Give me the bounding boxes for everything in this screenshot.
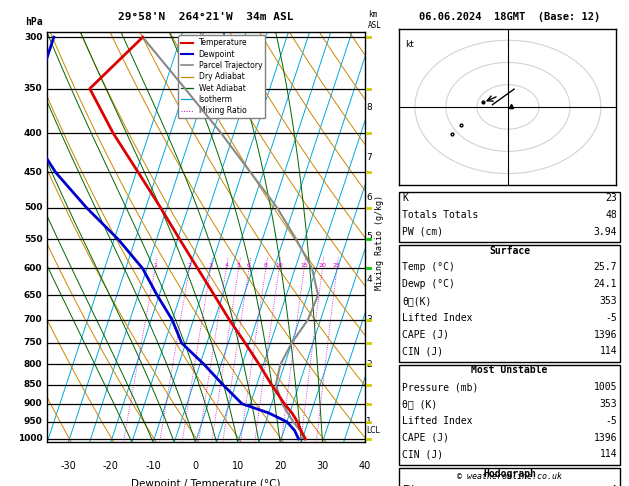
Text: 06.06.2024  18GMT  (Base: 12): 06.06.2024 18GMT (Base: 12) — [418, 12, 600, 22]
Text: 29°58'N  264°21'W  34m ASL: 29°58'N 264°21'W 34m ASL — [118, 12, 294, 22]
Text: km
ASL: km ASL — [368, 10, 382, 30]
Text: Mixing Ratio (g/kg): Mixing Ratio (g/kg) — [375, 195, 384, 291]
Text: 950: 950 — [24, 417, 42, 426]
Text: 1000: 1000 — [18, 434, 42, 443]
Text: 450: 450 — [24, 168, 42, 177]
Text: 4: 4 — [366, 275, 372, 284]
Text: CAPE (J): CAPE (J) — [402, 433, 449, 443]
Text: 3.94: 3.94 — [594, 227, 617, 237]
Text: θᴁ(K): θᴁ(K) — [402, 296, 431, 306]
Text: 25.7: 25.7 — [594, 262, 617, 273]
Text: 750: 750 — [24, 338, 42, 347]
Text: Pressure (mb): Pressure (mb) — [402, 382, 478, 392]
Text: 800: 800 — [24, 360, 42, 369]
Text: -20: -20 — [103, 461, 119, 471]
Text: 5: 5 — [366, 232, 372, 241]
Text: 1: 1 — [153, 263, 157, 268]
Text: 300: 300 — [24, 33, 42, 42]
Text: Dewp (°C): Dewp (°C) — [402, 279, 455, 289]
Text: CIN (J): CIN (J) — [402, 347, 443, 356]
Text: 353: 353 — [599, 296, 617, 306]
Text: 3: 3 — [366, 315, 372, 325]
Text: 850: 850 — [24, 380, 42, 389]
Text: 6: 6 — [247, 263, 251, 268]
Text: 5: 5 — [237, 263, 241, 268]
Text: kt: kt — [406, 40, 415, 49]
Text: 30: 30 — [316, 461, 328, 471]
Text: 2: 2 — [366, 360, 372, 369]
Text: -5: -5 — [605, 416, 617, 426]
Text: K: K — [402, 193, 408, 204]
Text: CAPE (J): CAPE (J) — [402, 330, 449, 340]
Text: Totals Totals: Totals Totals — [402, 210, 478, 220]
Text: 1005: 1005 — [594, 382, 617, 392]
Text: 600: 600 — [24, 264, 42, 273]
Text: 700: 700 — [24, 315, 42, 325]
Text: LCL: LCL — [366, 426, 380, 435]
Text: 7: 7 — [366, 153, 372, 162]
Text: 15: 15 — [300, 263, 308, 268]
Text: 2: 2 — [187, 263, 191, 268]
Text: 0: 0 — [192, 461, 199, 471]
Text: 6: 6 — [366, 193, 372, 202]
Text: 20: 20 — [274, 461, 286, 471]
Text: 1396: 1396 — [594, 330, 617, 340]
Text: 4: 4 — [225, 263, 228, 268]
Text: Hodograph: Hodograph — [483, 469, 536, 479]
Text: Dewpoint / Temperature (°C): Dewpoint / Temperature (°C) — [131, 479, 281, 486]
Text: Lifted Index: Lifted Index — [402, 416, 472, 426]
Text: -10: -10 — [145, 461, 161, 471]
Text: 25: 25 — [333, 263, 341, 268]
Text: Temp (°C): Temp (°C) — [402, 262, 455, 273]
Text: © weatheronline.co.uk: © weatheronline.co.uk — [457, 472, 562, 481]
Text: Surface: Surface — [489, 246, 530, 256]
Text: 114: 114 — [599, 347, 617, 356]
Text: CIN (J): CIN (J) — [402, 450, 443, 459]
Text: 20: 20 — [318, 263, 326, 268]
Text: 650: 650 — [24, 291, 42, 300]
Text: 353: 353 — [599, 399, 617, 409]
Legend: Temperature, Dewpoint, Parcel Trajectory, Dry Adiabat, Wet Adiabat, Isotherm, Mi: Temperature, Dewpoint, Parcel Trajectory… — [178, 35, 265, 118]
Text: 400: 400 — [24, 129, 42, 138]
Text: Lifted Index: Lifted Index — [402, 313, 472, 323]
Text: hPa: hPa — [25, 17, 43, 28]
Text: 114: 114 — [599, 450, 617, 459]
Text: 550: 550 — [24, 235, 42, 244]
Text: PW (cm): PW (cm) — [402, 227, 443, 237]
Text: 48: 48 — [605, 210, 617, 220]
Text: 40: 40 — [359, 461, 371, 471]
Text: Most Unstable: Most Unstable — [471, 365, 548, 376]
Text: 3: 3 — [209, 263, 213, 268]
Text: 500: 500 — [24, 203, 42, 212]
Text: 350: 350 — [24, 84, 42, 93]
Text: 1: 1 — [366, 417, 372, 426]
Text: θᴁ (K): θᴁ (K) — [402, 399, 437, 409]
Text: 24.1: 24.1 — [594, 279, 617, 289]
Text: 10: 10 — [231, 461, 244, 471]
Text: -5: -5 — [605, 313, 617, 323]
Text: 23: 23 — [605, 193, 617, 204]
Text: 8: 8 — [366, 103, 372, 112]
Text: 10: 10 — [276, 263, 283, 268]
Text: 1396: 1396 — [594, 433, 617, 443]
Text: 900: 900 — [24, 399, 42, 408]
Text: -30: -30 — [60, 461, 76, 471]
Text: 8: 8 — [264, 263, 268, 268]
